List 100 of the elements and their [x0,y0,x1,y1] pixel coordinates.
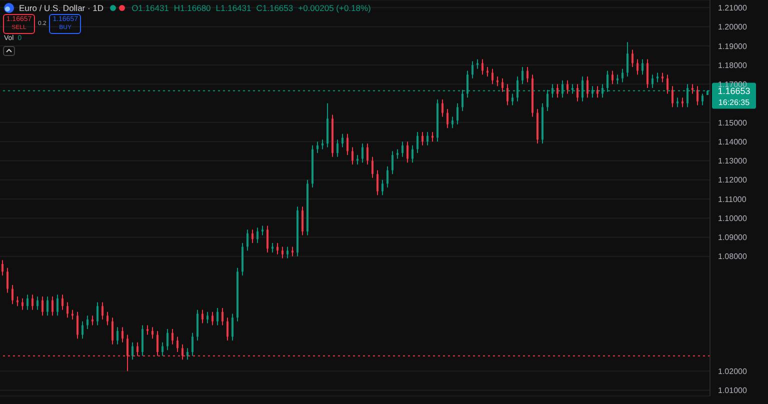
annotation: +0.00205 (+0.18%) [298,3,371,13]
candlestick [62,294,64,310]
candlestick [522,66,524,85]
candlestick [402,141,404,158]
candlestick [232,313,234,342]
candlestick [56,294,58,316]
candlestick [92,315,94,326]
candlestick [452,116,454,129]
candlestick [492,68,494,85]
candlestick [346,133,348,156]
candlestick [502,78,504,92]
candlestick [566,80,568,94]
candlestick [2,260,4,276]
candlestick [106,311,108,326]
candlestick [496,76,498,87]
y-tick-label: 1.14000 [718,137,748,146]
candlestick [22,298,24,310]
candlestick [662,72,664,83]
candlestick [72,309,74,320]
candlestick [376,170,378,196]
candlestick [396,148,398,160]
y-tick-label: 1.11000 [718,194,747,204]
candlestick [682,97,684,108]
y-tick-label: 1.13000 [718,156,748,166]
candlestick [512,93,514,106]
candlestick [622,68,624,83]
candlestick [676,97,678,108]
text: 16:26:35 [718,98,750,107]
candlestick [422,132,424,146]
candlestick [342,133,344,148]
candlestick [176,336,178,352]
candlestick [192,332,194,356]
candlestick [12,284,14,305]
candlestick [216,308,218,326]
candlestick [16,296,18,307]
candlestick [406,141,408,164]
candlestick [446,108,448,129]
candlestick [186,348,188,360]
candlestick [76,311,78,340]
candlestick [556,84,558,98]
candlestick [262,225,264,236]
candlestick [122,326,124,343]
candlestick [142,324,144,356]
candlestick [212,311,214,326]
y-tick-label: 1.02000 [718,366,748,376]
annotation: C1.16653 [256,3,294,13]
candlestick [32,294,34,310]
candlestick [256,227,258,244]
candlestick [172,328,174,345]
candlestick [82,320,84,340]
candlestick [616,74,618,85]
candlestick [276,242,278,255]
candlestick [656,72,658,83]
candlestick [266,225,268,254]
candlestick [526,66,528,83]
candlestick [366,142,368,166]
candlestick [42,296,44,316]
candlestick [442,98,444,118]
candlestick [456,102,458,125]
candlestick [612,70,614,85]
candlestick [672,86,674,108]
candlestick [222,308,224,326]
annotation: O1.16431 [132,3,169,13]
y-tick-label: 1.20000 [718,22,748,32]
y-tick-label: 1.09000 [718,233,748,242]
candlestick [302,206,304,236]
candlestick [196,309,198,342]
candlestick [506,84,508,106]
y-tick-label: 1.19000 [718,42,748,51]
candlestick [132,342,134,360]
candlestick [26,294,28,310]
candlestick [202,309,204,324]
candlestick [426,132,428,146]
candlestick [246,229,248,252]
candlestick [372,156,374,178]
candlestick [252,229,254,244]
candlestick [112,317,114,345]
candlestick [702,93,704,106]
candlestick [292,246,294,257]
ref-line-label: 1.16653 [718,86,750,96]
annotation: L1.16431 [216,3,252,13]
annotation: H1.16680 [174,3,211,13]
y-tick-label: 1.01000 [718,386,748,396]
candlestick [52,296,54,316]
candlestick [476,58,478,70]
candlestick [146,324,148,336]
candlestick [386,166,388,188]
candlestick [336,139,338,158]
y-tick-label: 1.08000 [718,252,748,262]
candlestick [632,49,634,68]
candlestick [652,74,654,88]
candlestick [416,132,418,154]
candlestick [666,74,668,94]
candlestick [162,342,164,356]
candlestick [696,86,698,106]
candlestick [66,302,68,318]
candlestick [86,315,88,330]
candlestick [692,84,694,94]
candlestick [6,267,8,294]
candlestick [166,328,168,351]
